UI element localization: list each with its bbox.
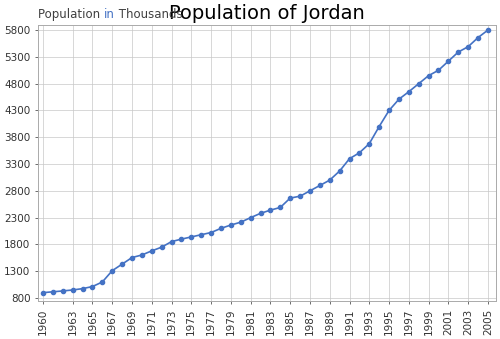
Text: Thousands: Thousands bbox=[115, 8, 182, 21]
Text: in: in bbox=[104, 8, 115, 21]
Title: Population of Jordan: Population of Jordan bbox=[169, 4, 365, 23]
Text: Population: Population bbox=[38, 8, 104, 21]
